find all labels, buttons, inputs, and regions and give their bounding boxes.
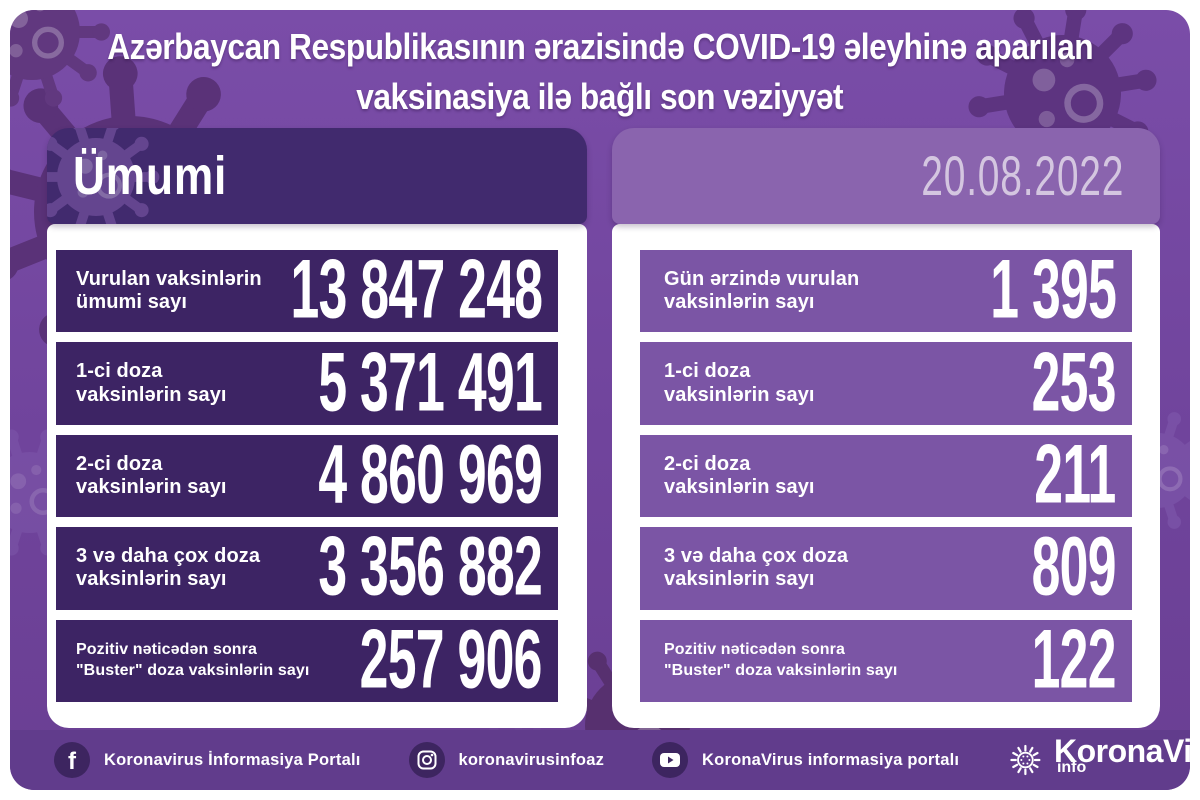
daily-panel-body: Gün ərzində vurulan vaksinlərin sayı 1 39… [612,224,1160,728]
summary-panel-title: Ümumi [73,146,228,206]
stat-label: 3 və daha çox doza [76,545,261,568]
daily-panel-header: 20.08.2022 [612,128,1160,224]
footer-bar: f Koronavirus İnformasiya Portalı korona… [10,730,1190,790]
stat-value: 809 [1031,519,1117,614]
summary-panel-header: Ümumi [47,128,587,224]
stat-label: "Buster" doza vaksinlərin sayı [76,661,310,679]
stat-label: Gün ərzində vurulan [664,268,860,291]
stat-row-booster: Pozitiv nəticədən sonra "Buster" doza vak… [56,612,558,706]
stat-row-total: Vurulan vaksinlərin ümumi sayı 13 847 248 [56,243,558,336]
summary-panel-body: Vurulan vaksinlərin ümumi sayı 13 847 248… [47,224,587,728]
stat-row-daily-total: Gün ərzində vurulan vaksinlərin sayı 1 39… [640,243,1132,336]
stat-label: Pozitiv nəticədən sonra [76,641,258,659]
stat-row-daily-booster: Pozitiv nəticədən sonra "Buster" doza vak… [640,612,1132,706]
stat-value: 122 [1031,612,1117,706]
stat-label: 2-ci doza [76,452,163,475]
stat-label: vaksinlərin sayı [76,383,227,406]
youtube-link[interactable]: KoronaVirus informasiya portalı [652,742,959,778]
stat-row-daily-dose2: 2-ci doza vaksinlərin sayı 211 [640,428,1132,521]
stat-label: Vurulan vaksinlərin [76,268,262,291]
stat-value: 257 906 [359,612,543,706]
report-date: 20.08.2022 [921,144,1124,208]
brand-suffix: info [1056,758,1087,776]
summary-panel: Ümumi Vurulan vaksinlərin ümumi sayı 13 8… [47,128,587,728]
stat-label: 3 və daha çox doza [664,545,849,568]
page-title: Azərbaycan Respublikasının ərazisində CO… [10,22,1190,121]
stat-label: vaksinlərin sayı [664,383,815,406]
stat-value: 253 [1031,335,1117,429]
youtube-handle: KoronaVirus informasiya portalı [702,750,960,769]
facebook-link[interactable]: f Koronavirus İnformasiya Portalı [54,742,361,778]
stat-value: 211 [1034,427,1117,522]
youtube-icon [652,742,689,778]
stat-label: 2-ci doza [664,452,751,475]
daily-panel: 20.08.2022 Gün ərzində vurulan vaksinləri… [612,128,1160,728]
facebook-handle: Koronavirus İnformasiya Portalı [104,750,361,769]
stat-label: vaksinlərin sayı [664,568,815,591]
stat-value: 5 371 491 [318,335,542,429]
stat-label: ümumi sayı [76,291,188,314]
brand-name: KoronaVirus [1053,732,1190,769]
stat-row-dose1: 1-ci doza vaksinlərin sayı 5 371 491 [56,335,558,429]
stat-label: "Buster" doza vaksinlərin sayı [664,661,898,679]
stat-label: vaksinlərin sayı [76,568,227,591]
instagram-handle: koronavirusinfoaz [458,750,605,769]
stat-value: 4 860 969 [318,427,542,522]
page-title-line2: vaksinasiya ilə bağlı son vəziyyət [356,75,844,117]
stat-label: 1-ci doza [76,360,163,383]
stat-value: 3 356 882 [318,519,542,614]
stat-label: vaksinlərin sayı [76,476,227,499]
instagram-link[interactable]: koronavirusinfoaz [408,742,605,778]
stat-label: vaksinlərin sayı [664,476,815,499]
stat-row-daily-dose3plus: 3 və daha çox doza vaksinlərin sayı 809 [640,520,1132,613]
instagram-icon [408,742,445,778]
infographic-canvas: Azərbaycan Respublikasının ərazisində CO… [10,10,1190,790]
stat-label: 1-ci doza [664,360,751,383]
stat-row-dose2: 2-ci doza vaksinlərin sayı 4 860 969 [56,428,558,521]
stat-value: 13 847 248 [290,242,543,337]
virus-logo-icon [1010,744,1041,776]
stat-label: vaksinlərin sayı [664,291,815,314]
page-title-line1: Azərbaycan Respublikasının ərazisində CO… [107,26,1093,67]
stat-row-daily-dose1: 1-ci doza vaksinlərin sayı 253 [640,335,1132,429]
facebook-icon: f [54,742,90,778]
stat-label: Pozitiv nəticədən sonra [664,641,846,659]
stat-row-dose3plus: 3 və daha çox doza vaksinlərin sayı 3 356… [56,520,558,613]
stat-value: 1 395 [990,242,1117,337]
